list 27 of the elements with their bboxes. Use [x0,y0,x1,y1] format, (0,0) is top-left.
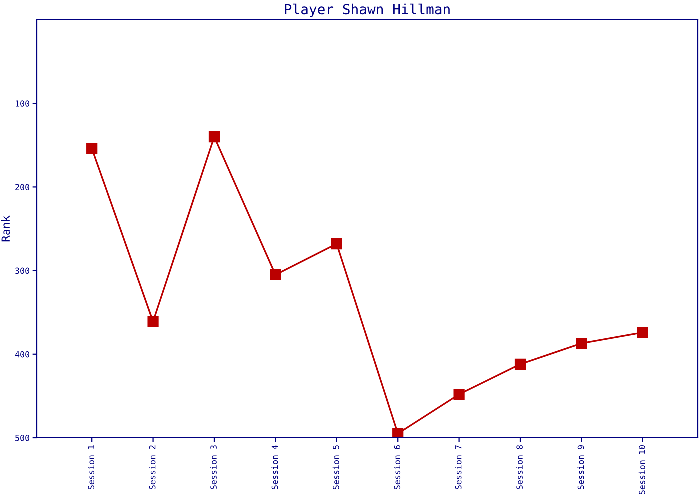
y-tick-label: 100 [16,100,30,107]
point [454,388,465,400]
y-axis-title: Rank [1,216,10,242]
x-tick-label: Session 6 [394,445,401,490]
y-tick-label: 200 [16,184,30,191]
x-tick-label: Session 2 [149,446,156,490]
point [331,238,342,250]
x-tick-label: Session 3 [210,446,217,490]
point [270,269,282,281]
x-tick-label: Session 8 [516,445,523,490]
point [208,131,220,143]
point [86,143,98,154]
point [637,327,648,338]
x-tick-label: Session 10 [638,445,646,495]
point [148,316,159,328]
x-tick-label: Session 1 [88,446,95,490]
x-tick-label: Session 9 [578,446,584,490]
x-tick-label: Session 5 [332,446,340,490]
point [576,338,588,350]
point [392,428,404,438]
y-tick-label: 300 [16,268,30,274]
y-tick-label: 400 [15,351,30,358]
y-tick-label: 500 [16,435,30,442]
chart-title: Player Shawn Hillman [285,4,450,18]
x-tick-label: Session 7 [455,446,462,490]
x-tick-label: Session 4 [272,445,278,490]
point [514,358,526,370]
